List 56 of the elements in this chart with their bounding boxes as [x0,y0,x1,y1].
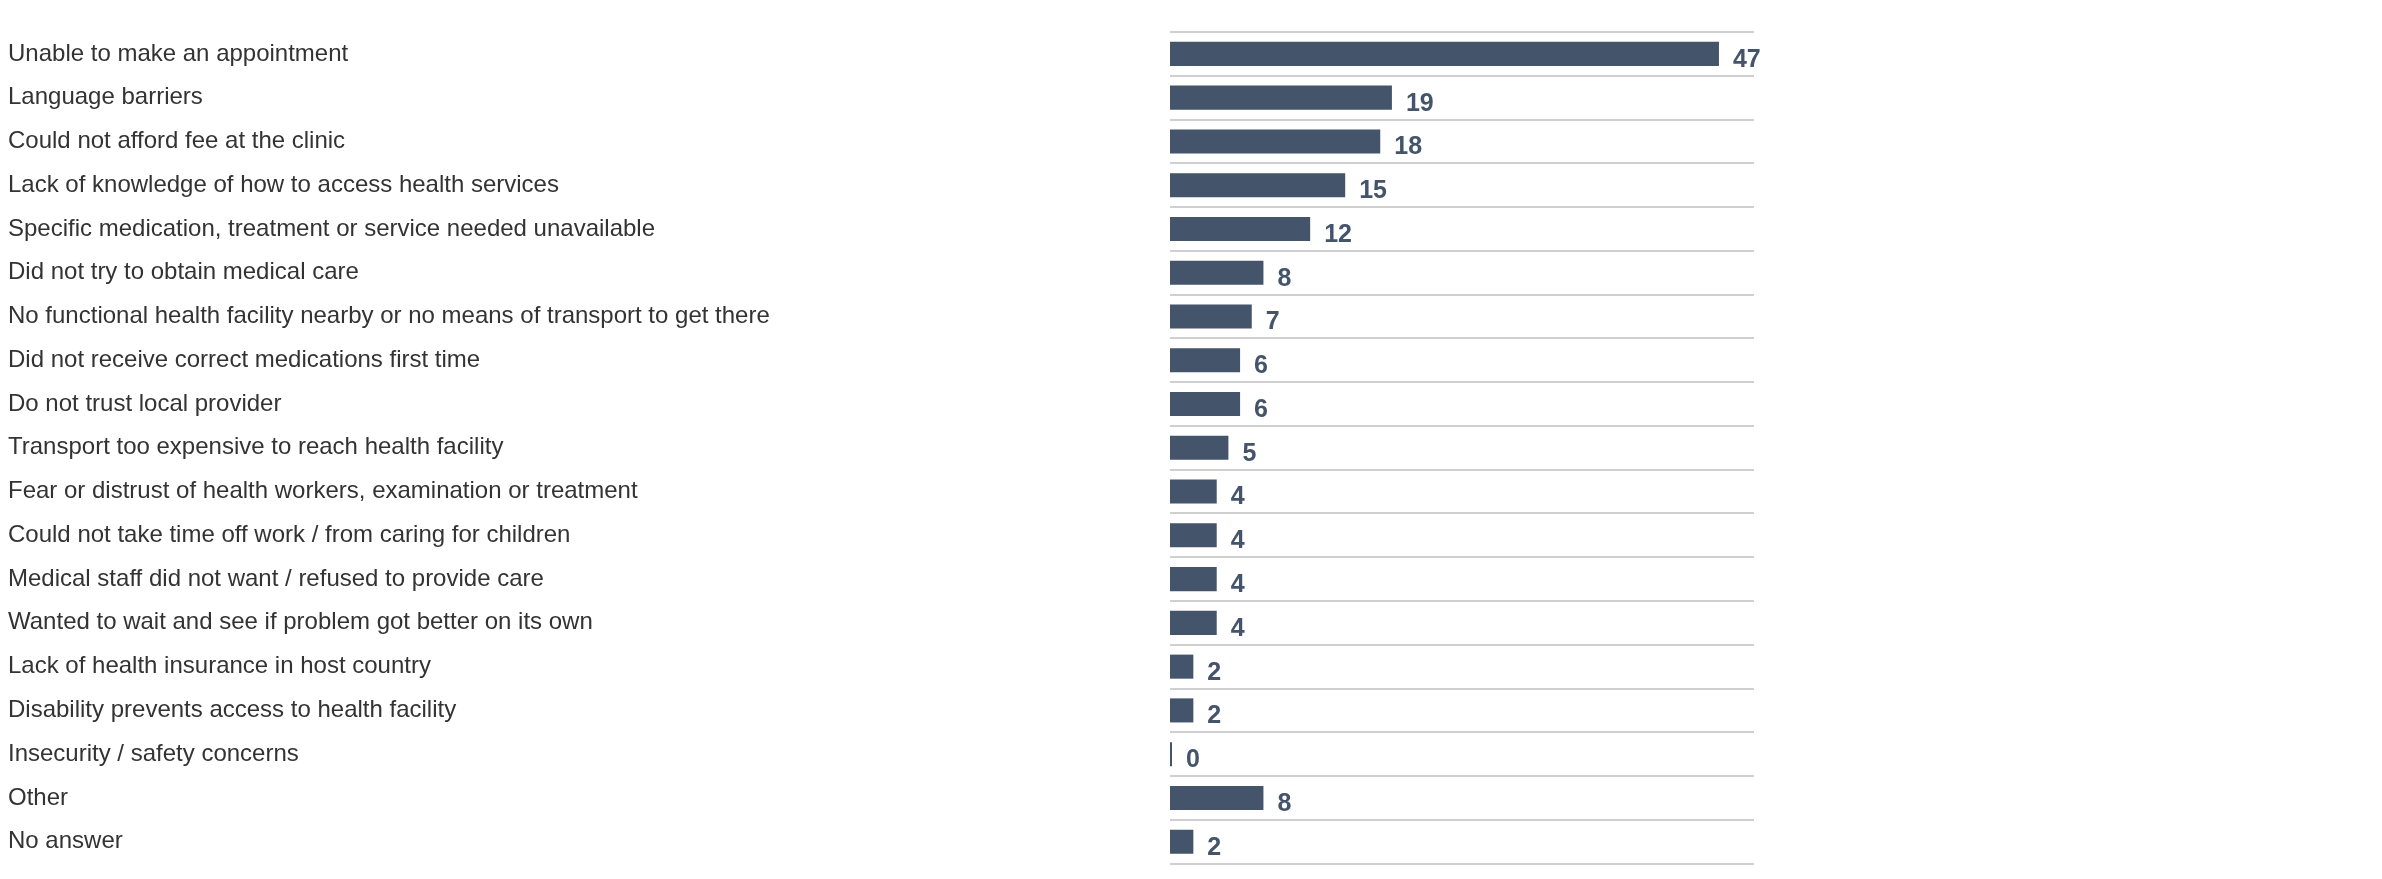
data-label: 4 [1230,481,1245,510]
y-tick-label: Language barriers [8,82,203,110]
y-tick-label: No answer [8,826,123,854]
data-label: 4 [1230,525,1245,554]
bar [1170,698,1194,723]
y-tick-label: Do not trust local provider [8,388,282,416]
bar [1170,479,1217,504]
data-label: 2 [1207,656,1222,685]
bar [1170,85,1392,110]
data-label: 6 [1254,350,1268,379]
bar [1170,785,1264,810]
data-label: 47 [1732,43,1761,72]
y-tick-label: Fear or distrust of health workers, examination or treatment [8,476,638,504]
bar [1170,173,1346,198]
bar [1170,435,1229,460]
y-tick-label: Did not try to obtain medical care [8,257,359,285]
data-label: 2 [1207,831,1222,860]
bar [1170,41,1719,66]
data-label: 19 [1405,87,1434,116]
y-tick-label: Lack of knowledge of how to access health services [8,169,559,197]
data-label: 0 [1186,744,1200,773]
bar [1170,523,1217,548]
bar [1170,260,1264,285]
y-tick-label: Could not take time off work / from caring for children [8,519,571,547]
y-tick-label: Disability prevents access to health facility [8,695,457,723]
y-tick-label: Specific medication, treatment or service needed unavailable [8,213,656,241]
y-tick-label: Wanted to wait and see if problem got better on its own [8,607,593,635]
data-label: 2 [1207,700,1222,729]
y-tick-label: Lack of health insurance in host country [8,651,431,679]
data-label: 8 [1277,787,1292,816]
data-label: 7 [1265,306,1280,335]
data-label: 8 [1277,262,1292,291]
bar [1170,304,1252,329]
y-tick-label: Unable to make an appointment [8,38,349,66]
y-tick-label: Could not afford fee at the clinic [8,126,346,154]
bar [1170,129,1381,154]
y-tick-label: Transport too expensive to reach health facility [8,432,504,460]
bar [1170,654,1194,679]
data-label: 15 [1359,175,1388,204]
data-label: 4 [1230,569,1245,597]
bar [1170,610,1217,635]
data-label: 5 [1242,437,1257,466]
data-label: 4 [1230,612,1245,641]
data-label: 12 [1324,218,1352,247]
bar [1170,829,1194,854]
bar [1170,348,1241,373]
y-tick-label: Medical staff did not want / refused to provide care [8,563,544,591]
y-tick-label: Insecurity / safety concerns [8,738,299,766]
data-label: 6 [1254,393,1268,422]
data-label: 18 [1394,131,1423,160]
bar [1170,392,1241,417]
y-tick-label: No functional health facility nearby or no means of transport to get there [8,301,770,329]
bar [1170,216,1311,241]
bar [1170,567,1217,592]
y-tick-label: Did not receive correct medications first time [8,344,481,372]
y-tick-label: Other [8,782,69,810]
